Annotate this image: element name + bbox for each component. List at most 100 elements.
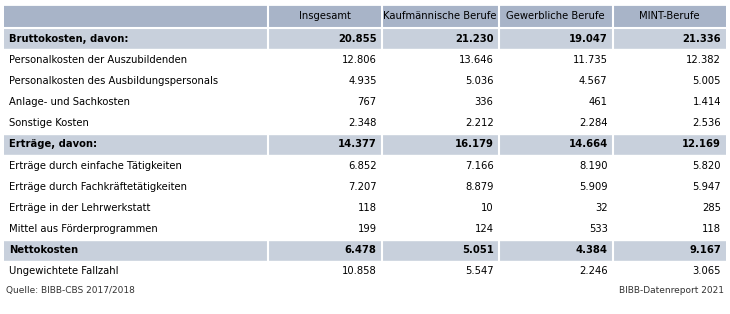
Text: 8.879: 8.879 [465, 182, 493, 192]
Bar [4, 155, 267, 176]
Text: 13.646: 13.646 [458, 55, 493, 65]
Text: 5.005: 5.005 [693, 76, 721, 86]
Text: Erträge in der Lehrwerkstatt: Erträge in der Lehrwerkstatt [9, 203, 150, 213]
Text: 2.246: 2.246 [579, 266, 607, 276]
Bar [4, 113, 267, 134]
Bar [267, 28, 382, 49]
Text: 5.909: 5.909 [579, 182, 607, 192]
Bar [267, 219, 382, 240]
Text: 2.284: 2.284 [579, 118, 607, 128]
Bar [267, 134, 382, 155]
Text: 5.051: 5.051 [461, 245, 493, 255]
Bar [382, 113, 499, 134]
Text: 10: 10 [481, 203, 493, 213]
Text: Gewerbliche Berufe: Gewerbliche Berufe [507, 11, 605, 21]
Bar [267, 176, 382, 197]
Text: 461: 461 [588, 97, 607, 107]
Text: 21.230: 21.230 [455, 34, 493, 44]
Bar [267, 113, 382, 134]
Text: 336: 336 [474, 97, 493, 107]
Bar [4, 28, 267, 49]
Bar [4, 91, 267, 113]
Text: 533: 533 [589, 224, 607, 234]
Bar [4, 176, 267, 197]
Bar [382, 219, 499, 240]
Text: 12.169: 12.169 [682, 139, 721, 149]
Bar [267, 70, 382, 91]
Bar [612, 219, 726, 240]
Bar [267, 155, 382, 176]
Text: 5.820: 5.820 [693, 160, 721, 171]
Text: 4.384: 4.384 [576, 245, 607, 255]
Bar [382, 4, 499, 28]
Text: 199: 199 [358, 224, 377, 234]
Bar [612, 91, 726, 113]
Bar [612, 176, 726, 197]
Text: BIBB-Datenreport 2021: BIBB-Datenreport 2021 [619, 286, 724, 295]
Text: 2.348: 2.348 [348, 118, 377, 128]
Bar [612, 240, 726, 261]
Text: MINT-Berufe: MINT-Berufe [639, 11, 699, 21]
Text: 20.855: 20.855 [338, 34, 377, 44]
Text: Ungewichtete Fallzahl: Ungewichtete Fallzahl [9, 266, 118, 276]
Text: Erträge durch Fachkräftetätigkeiten: Erträge durch Fachkräftetätigkeiten [9, 182, 187, 192]
Bar [4, 240, 267, 261]
Bar [499, 134, 612, 155]
Bar [382, 197, 499, 219]
Bar [499, 49, 612, 70]
Bar [499, 176, 612, 197]
Bar [382, 28, 499, 49]
Text: Personalkosten der Auszubildenden: Personalkosten der Auszubildenden [9, 55, 187, 65]
Text: 5.947: 5.947 [692, 182, 721, 192]
Text: 12.806: 12.806 [342, 55, 377, 65]
Text: 6.852: 6.852 [348, 160, 377, 171]
Text: 11.735: 11.735 [572, 55, 607, 65]
Bar [382, 240, 499, 261]
Bar [499, 219, 612, 240]
Text: 14.377: 14.377 [338, 139, 377, 149]
Bar [4, 219, 267, 240]
Bar [612, 4, 726, 28]
Bar [382, 176, 499, 197]
Text: 19.047: 19.047 [569, 34, 607, 44]
Bar [4, 70, 267, 91]
Text: 5.036: 5.036 [465, 76, 493, 86]
Text: Erträge, davon:: Erträge, davon: [9, 139, 97, 149]
Text: 767: 767 [358, 97, 377, 107]
Text: Anlage- und Sachkosten: Anlage- und Sachkosten [9, 97, 130, 107]
Text: 4.935: 4.935 [348, 76, 377, 86]
Bar [612, 134, 726, 155]
Text: 3.065: 3.065 [693, 266, 721, 276]
Text: Nettokosten: Nettokosten [9, 245, 78, 255]
Bar [4, 49, 267, 70]
Text: Mittel aus Förderprogrammen: Mittel aus Förderprogrammen [9, 224, 158, 234]
Bar [612, 70, 726, 91]
Text: 5.547: 5.547 [465, 266, 493, 276]
Text: Bruttokosten, davon:: Bruttokosten, davon: [9, 34, 128, 44]
Text: 1.414: 1.414 [693, 97, 721, 107]
Bar [4, 4, 267, 28]
Bar [382, 49, 499, 70]
Text: 4.567: 4.567 [579, 76, 607, 86]
Bar [612, 155, 726, 176]
Bar [4, 261, 267, 282]
Text: 6.478: 6.478 [345, 245, 377, 255]
Text: 10.858: 10.858 [342, 266, 377, 276]
Bar [612, 113, 726, 134]
Bar [499, 4, 612, 28]
Bar [499, 240, 612, 261]
Bar [267, 49, 382, 70]
Bar [612, 197, 726, 219]
Bar [4, 197, 267, 219]
Text: 14.664: 14.664 [569, 139, 607, 149]
Text: 285: 285 [702, 203, 721, 213]
Text: 7.166: 7.166 [465, 160, 493, 171]
Bar [267, 197, 382, 219]
Text: Personalkosten des Ausbildungspersonals: Personalkosten des Ausbildungspersonals [9, 76, 218, 86]
Text: 32: 32 [595, 203, 607, 213]
Bar [382, 134, 499, 155]
Bar [612, 49, 726, 70]
Text: Kaufmännische Berufe: Kaufmännische Berufe [383, 11, 497, 21]
Bar [267, 240, 382, 261]
Bar [382, 261, 499, 282]
